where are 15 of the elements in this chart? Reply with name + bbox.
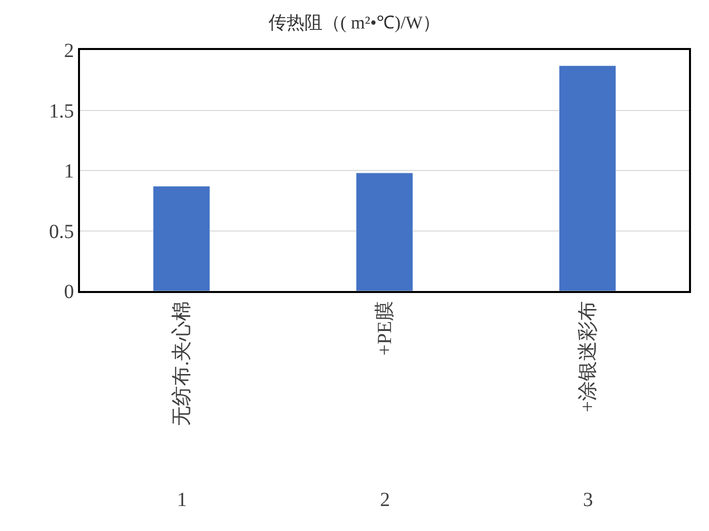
text: 2	[380, 489, 390, 511]
x-tick-label: 无纺布.夹心棉	[171, 301, 193, 426]
bar	[152, 186, 210, 291]
y-tick-label: 2	[64, 40, 74, 62]
x-tick-label: +涂银迷彩布	[577, 301, 599, 412]
x-tick-label: +PE膜	[374, 301, 396, 356]
bar	[356, 172, 414, 291]
y-tick-label: 1.5	[49, 100, 74, 122]
chart-title: 传热阻（( m²•℃)/W）	[268, 12, 441, 33]
text: 1	[177, 489, 187, 511]
y-tick-label: 1	[64, 160, 74, 182]
y-tick-label: 0.5	[49, 220, 74, 243]
bar	[558, 65, 616, 291]
y-tick-label: 0	[64, 281, 74, 303]
text: 3	[583, 489, 593, 511]
